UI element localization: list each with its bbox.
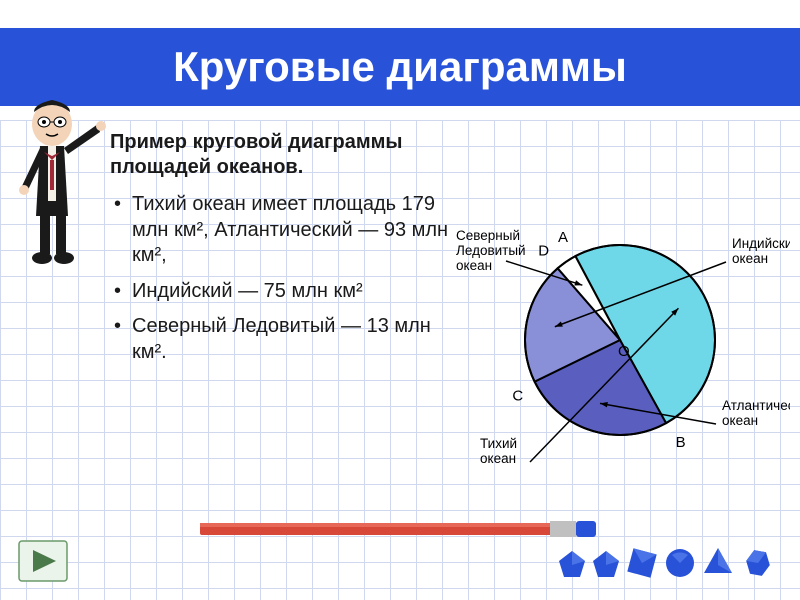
chart-label: Индийский — [732, 236, 790, 251]
point-label: C — [512, 388, 523, 405]
list-item: Индийский — 75 млн км² — [110, 279, 450, 305]
list-item: Северный Ледовитый — 13 млн км². — [110, 314, 450, 365]
page-title: Круговые диаграммы — [173, 43, 627, 91]
pencil-decoration — [200, 515, 620, 548]
chart-label: океан — [722, 413, 758, 428]
list-item: Тихий океан имеет площадь 179 млн км², А… — [110, 192, 450, 269]
next-button[interactable] — [18, 540, 68, 582]
character-illustration — [8, 96, 108, 271]
point-label: B — [676, 434, 686, 451]
chart-label: океан — [732, 251, 768, 266]
chart-label: Ледовитый — [456, 243, 526, 258]
subtitle: Пример круговой диаграммы площадей океан… — [110, 130, 450, 180]
point-label: D — [538, 243, 549, 260]
chart-label: океан — [456, 258, 492, 273]
title-bar: Круговые диаграммы — [0, 28, 800, 106]
center-label: O — [618, 343, 630, 360]
chart-label: Атлантический — [722, 398, 790, 413]
chart-label: океан — [480, 451, 516, 466]
pie-chart: OABCDСеверныйЛедовитыйокеанИндийскийокеа… — [440, 200, 790, 480]
bullet-list: Тихий океан имеет площадь 179 млн км², А… — [110, 192, 450, 366]
point-label: A — [558, 229, 568, 246]
chart-label: Северный — [456, 228, 520, 243]
content-area: Пример круговой диаграммы площадей океан… — [110, 130, 450, 376]
decorative-shapes — [558, 535, 788, 590]
chart-label: Тихий — [480, 436, 517, 451]
